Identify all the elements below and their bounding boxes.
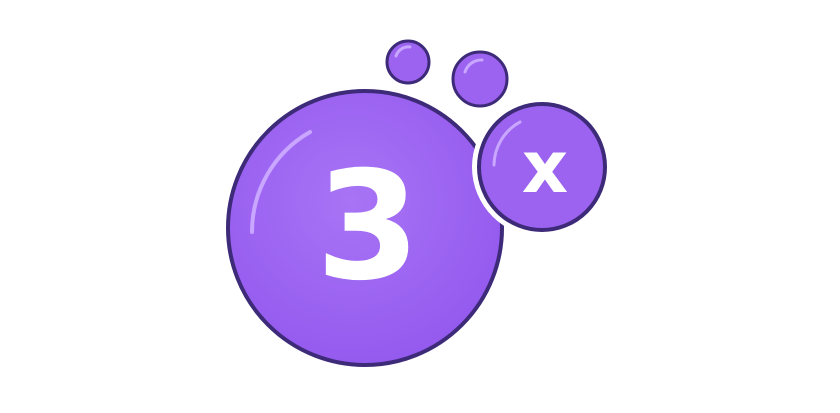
multiplier-x-symbol: x — [522, 125, 568, 209]
multiplier-number: 3 — [316, 140, 420, 314]
